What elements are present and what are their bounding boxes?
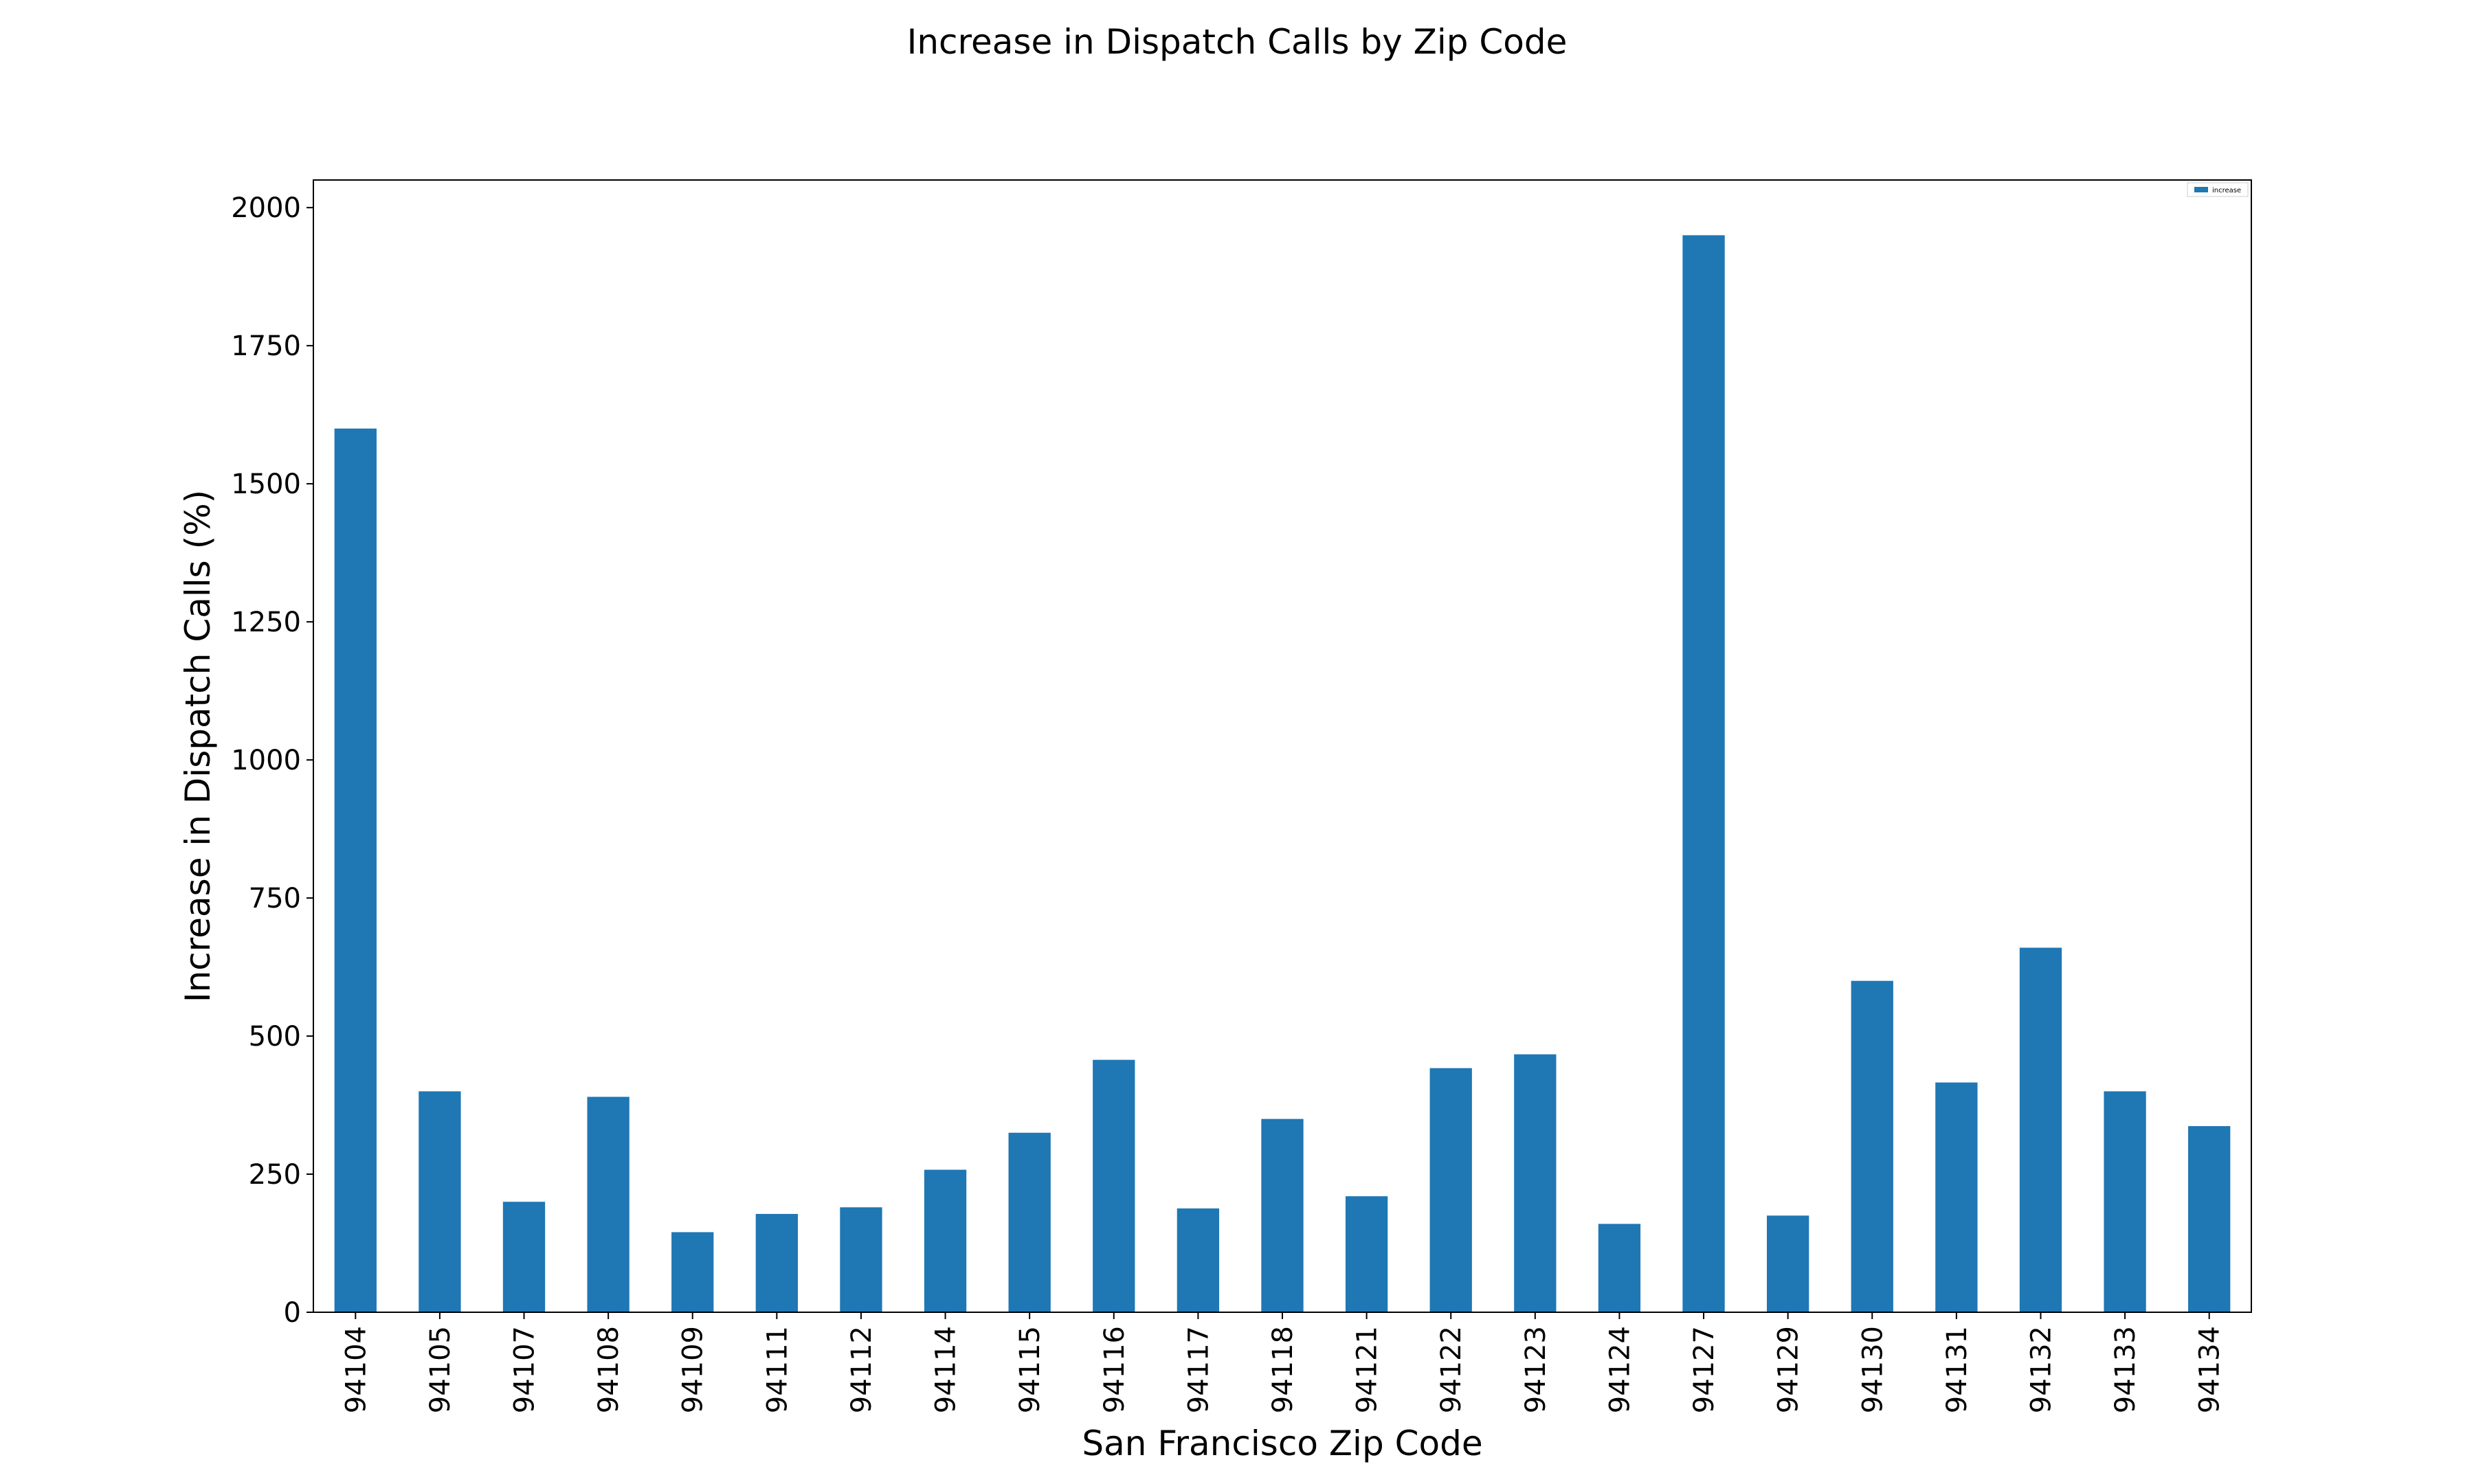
y-tick-label: 2000: [231, 192, 301, 224]
bar-94115: [1008, 1132, 1051, 1312]
x-tick-label: 94123: [1520, 1326, 1552, 1413]
x-tick-label: 94134: [2194, 1326, 2226, 1413]
x-tick-label: 94127: [1689, 1326, 1720, 1413]
x-tick-label: 94116: [1099, 1326, 1130, 1413]
bar-94121: [1345, 1196, 1388, 1312]
bar-94131: [1935, 1082, 1978, 1312]
x-axis: 94104 94105 94107 94108 94109 94111 94112 94114…: [340, 1312, 2226, 1413]
y-tick-label: 0: [284, 1297, 301, 1329]
bar-94109: [671, 1232, 714, 1312]
x-tick-label: 94129: [1773, 1326, 1805, 1413]
x-tick-label: 94118: [1267, 1326, 1299, 1413]
x-tick-label: 94130: [1857, 1326, 1888, 1413]
bar-94118: [1261, 1118, 1304, 1312]
bar-94111: [755, 1213, 798, 1312]
x-tick-label: 94112: [846, 1326, 878, 1413]
x-tick-label: 94131: [1941, 1326, 1973, 1413]
y-axis: 0 250 500 750 1000 1250 1500 1750 2000: [231, 192, 313, 1329]
x-tick-label: 94111: [761, 1326, 793, 1413]
x-tick-label: 94132: [2025, 1326, 2057, 1413]
y-tick-label: 1000: [231, 745, 301, 776]
bar-94122: [1429, 1068, 1472, 1312]
bar-94117: [1177, 1208, 1220, 1312]
y-tick-label: 1750: [231, 330, 301, 362]
bar-94123: [1514, 1054, 1557, 1312]
x-tick-label: 94107: [509, 1326, 541, 1413]
x-tick-label: 94108: [593, 1326, 625, 1413]
y-tick-label: 750: [249, 883, 301, 914]
bar-94130: [1851, 980, 1893, 1312]
x-tick-label: 94133: [2110, 1326, 2141, 1413]
bar-94129: [1767, 1215, 1809, 1312]
x-tick-label: 94117: [1183, 1326, 1214, 1413]
x-tick-label: 94122: [1436, 1326, 1467, 1413]
plot-frame: [313, 179, 2252, 1313]
bar-94107: [502, 1202, 546, 1312]
legend-swatch: [2194, 187, 2208, 192]
bar-94105: [419, 1091, 461, 1312]
legend: increase: [2187, 182, 2249, 197]
y-axis-label: Increase in Dispatch Calls (%): [178, 490, 218, 1002]
x-axis-label: San Francisco Zip Code: [1082, 1424, 1482, 1463]
x-tick-label: 94114: [930, 1326, 962, 1413]
bar-94124: [1598, 1224, 1641, 1312]
bar-94134: [2188, 1126, 2231, 1312]
y-tick-label: 1500: [231, 469, 301, 500]
legend-box: [2187, 182, 2249, 197]
bar-94116: [1093, 1059, 1135, 1312]
bar-94108: [587, 1097, 629, 1312]
chart-title: Increase in Dispatch Calls by Zip Code: [907, 22, 1568, 62]
bar-94104: [334, 428, 377, 1312]
bar-94132: [2019, 947, 2062, 1312]
bar-94133: [2104, 1091, 2146, 1312]
bar-94114: [924, 1169, 967, 1312]
y-tick-label: 1250: [231, 607, 301, 638]
bar-94127: [1682, 235, 1725, 1312]
bars-group: [334, 235, 2231, 1312]
x-tick-label: 94121: [1352, 1326, 1383, 1413]
x-tick-label: 94104: [340, 1326, 372, 1413]
y-tick-label: 500: [249, 1021, 301, 1053]
x-tick-label: 94105: [425, 1326, 456, 1413]
legend-label: increase: [2212, 187, 2241, 194]
x-tick-label: 94115: [1014, 1326, 1046, 1413]
y-tick-label: 250: [249, 1159, 301, 1191]
bar-94112: [840, 1207, 882, 1312]
x-tick-label: 94124: [1604, 1326, 1636, 1413]
x-tick-label: 94109: [678, 1326, 709, 1413]
